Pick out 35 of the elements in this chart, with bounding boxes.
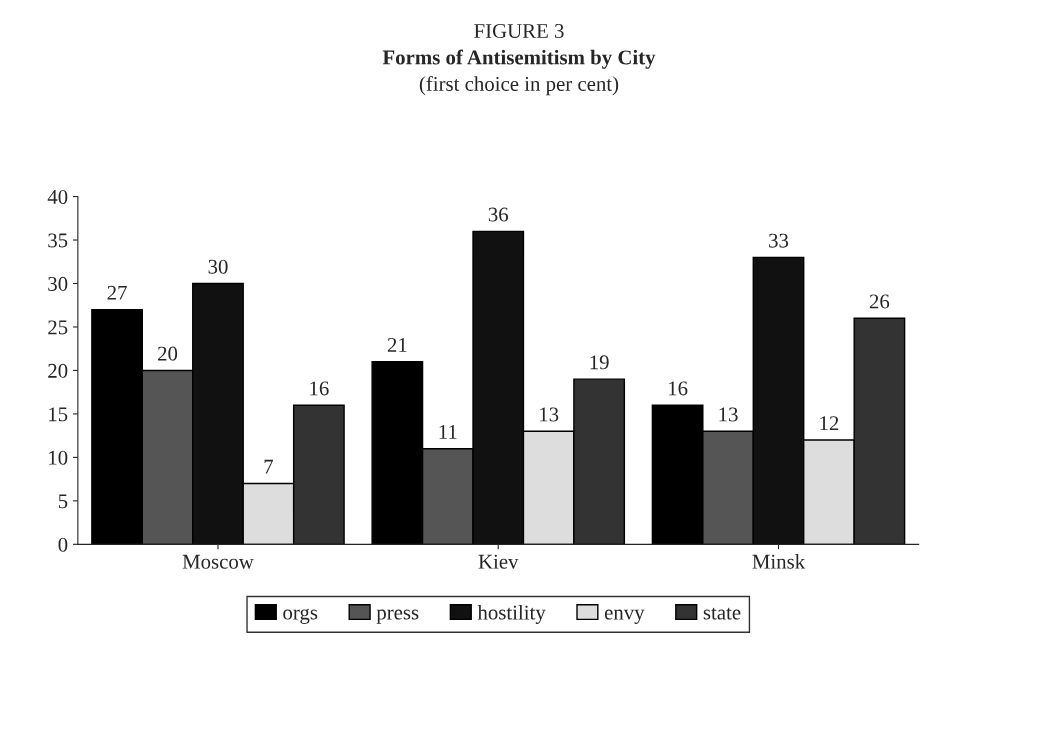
y-tick-label: 20 <box>48 363 68 378</box>
data-label: 33 <box>769 233 789 248</box>
data-label: 20 <box>158 346 178 361</box>
x-tick-label: Kiev <box>478 554 519 569</box>
x-tick-label: Moscow <box>182 554 254 569</box>
data-label: 13 <box>719 407 738 422</box>
chart-title: FIGURE 3 <box>474 24 564 39</box>
legend-label: hostility <box>477 604 546 624</box>
y-tick-label: 25 <box>48 320 68 335</box>
legend-label: state <box>703 607 741 620</box>
y-tick-label: 40 <box>47 189 68 204</box>
legend-label: envy <box>604 609 645 624</box>
y-tick-label: 15 <box>49 407 68 422</box>
y-tick-label: 35 <box>48 233 68 248</box>
y-tick-label: 0 <box>58 537 68 552</box>
x-tick-label: Minsk <box>752 554 806 569</box>
data-label: 19 <box>590 355 609 370</box>
data-label: 7 <box>264 459 274 474</box>
data-label: 30 <box>208 259 228 274</box>
data-label: 26 <box>869 294 890 309</box>
legend-label: press <box>376 609 419 624</box>
y-tick-label: 5 <box>58 494 68 509</box>
data-label: 36 <box>488 207 509 222</box>
legend-label: orgs <box>283 608 318 624</box>
y-tick-label: 10 <box>49 450 68 465</box>
data-label: 16 <box>310 381 329 396</box>
y-tick-label: 30 <box>48 276 68 291</box>
text: (first choice in per cent) <box>419 76 619 96</box>
data-label: 21 <box>387 337 407 352</box>
data-label: 27 <box>107 285 127 300</box>
data-label: 11 <box>439 424 457 439</box>
chart-subtitle: Forms of Antisemitism by City <box>382 49 656 69</box>
data-label: 13 <box>540 407 559 422</box>
data-label: 12 <box>820 416 839 430</box>
data-label: 16 <box>669 381 688 396</box>
